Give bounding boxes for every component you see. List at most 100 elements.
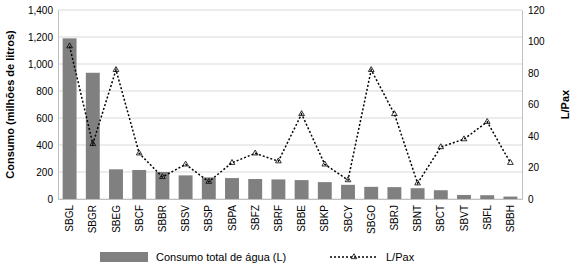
tick-label: SBKP: [319, 205, 330, 232]
tick-label: 0: [528, 194, 534, 205]
bar: [411, 188, 425, 199]
grid-line: [58, 64, 522, 65]
tick-label: SBCT: [435, 205, 446, 232]
tick-label: 60: [528, 99, 540, 110]
bar: [132, 170, 146, 199]
tick: SBPA: [227, 199, 238, 231]
tick-label: 800: [36, 86, 53, 97]
tick: SBSP: [203, 199, 214, 232]
marker: [113, 67, 119, 72]
tick: 800: [36, 86, 58, 97]
bar: [480, 195, 494, 199]
tick: 200: [36, 167, 58, 178]
marker: [136, 150, 142, 155]
tick-label: SBSV: [180, 205, 191, 232]
axis-title: Consumo (milhões de litros): [4, 30, 16, 179]
tick-label: SBSP: [203, 205, 214, 232]
grid-line: [58, 91, 522, 92]
chart: 0 200 400 600 800 1,000 1,200 1,400 0 20 40 60 80 100…: [0, 0, 579, 269]
tick: SBFZ: [250, 199, 261, 231]
marks: [63, 38, 518, 199]
marker: [508, 159, 514, 164]
tick: 120: [522, 5, 545, 16]
marker: [252, 150, 258, 155]
tick: 400: [36, 140, 58, 151]
tick-label: SBFZ: [250, 205, 261, 231]
tick: SBEG: [111, 199, 122, 233]
marker: [461, 136, 467, 141]
tick: SBBH: [505, 199, 516, 232]
y2-axis: 0 20 40 60 80 100 120: [522, 5, 545, 205]
tick: SBGO: [366, 199, 377, 234]
legend-label: Consumo total de água (L): [156, 251, 286, 263]
axis-line: [58, 11, 59, 200]
tick-label: SBBR: [157, 205, 168, 232]
tick: 100: [522, 36, 545, 47]
tick-label: 40: [528, 131, 540, 142]
tick-label: SBCY: [343, 205, 354, 233]
tick: 80: [522, 68, 540, 79]
tick: 60: [522, 99, 540, 110]
tick-label: 120: [528, 5, 545, 16]
tick-label: 1,000: [28, 59, 53, 70]
tick-label: 0: [47, 194, 53, 205]
bar: [503, 197, 517, 199]
tick-label: 80: [528, 68, 540, 79]
tick: 20: [522, 162, 540, 173]
marker: [345, 177, 351, 182]
tick: 600: [36, 113, 58, 124]
tick-label: SBGO: [366, 205, 377, 234]
bar: [63, 38, 77, 199]
grid-line: [58, 37, 522, 38]
tick-label: SBRJ: [389, 205, 400, 231]
legend-swatch: [330, 256, 378, 258]
markers: [67, 43, 513, 185]
bar: [202, 177, 216, 199]
bar: [364, 187, 378, 199]
grid-line: [58, 145, 522, 146]
bar: [295, 180, 309, 199]
x-axis: SBGL SBGR SBEG SBCF SBBR SBSV SBSP SBPA SBFZ SBRF…: [59, 199, 523, 234]
marker: [160, 174, 166, 179]
bar: [86, 73, 100, 199]
tick-label: SBRF: [273, 205, 284, 232]
bar: [434, 190, 448, 199]
tick-label: SBGL: [64, 205, 75, 232]
legend-marker: [351, 254, 357, 259]
tick-label: 100: [528, 36, 545, 47]
bar: [109, 169, 123, 199]
marker: [90, 141, 96, 146]
tick: 1,200: [28, 32, 58, 43]
marker: [229, 159, 235, 164]
tick: SBRF: [273, 199, 284, 232]
tick: SBSV: [180, 199, 191, 232]
tick: SBNT: [412, 199, 423, 232]
tick-label: SBVT: [459, 205, 470, 231]
marker: [276, 158, 282, 163]
tick: SBCF: [134, 199, 145, 232]
tick: SBBE: [296, 199, 307, 232]
tick: SBFL: [482, 199, 493, 230]
tick: 0: [47, 194, 58, 205]
tick: 1,400: [28, 5, 58, 16]
tick: 40: [522, 131, 540, 142]
tick: 0: [522, 194, 534, 205]
tick-label: SBNT: [412, 205, 423, 232]
tick-label: SBPA: [227, 205, 238, 231]
bar: [318, 182, 332, 199]
tick-label: 20: [528, 162, 540, 173]
tick: SBRJ: [389, 199, 400, 231]
tick: SBKP: [319, 199, 330, 232]
marker: [392, 111, 398, 116]
grid: [58, 10, 522, 199]
tick-label: 1,400: [28, 5, 53, 16]
tick: SBVT: [459, 199, 470, 231]
tick-label: 600: [36, 113, 53, 124]
tick: SBCY: [343, 199, 354, 232]
tick-label: 1,200: [28, 32, 53, 43]
axis-title: L/Pax: [559, 89, 571, 119]
bar: [341, 185, 355, 199]
grid-line: [58, 118, 522, 119]
tick-label: SBGR: [87, 205, 98, 233]
marker: [67, 43, 73, 48]
